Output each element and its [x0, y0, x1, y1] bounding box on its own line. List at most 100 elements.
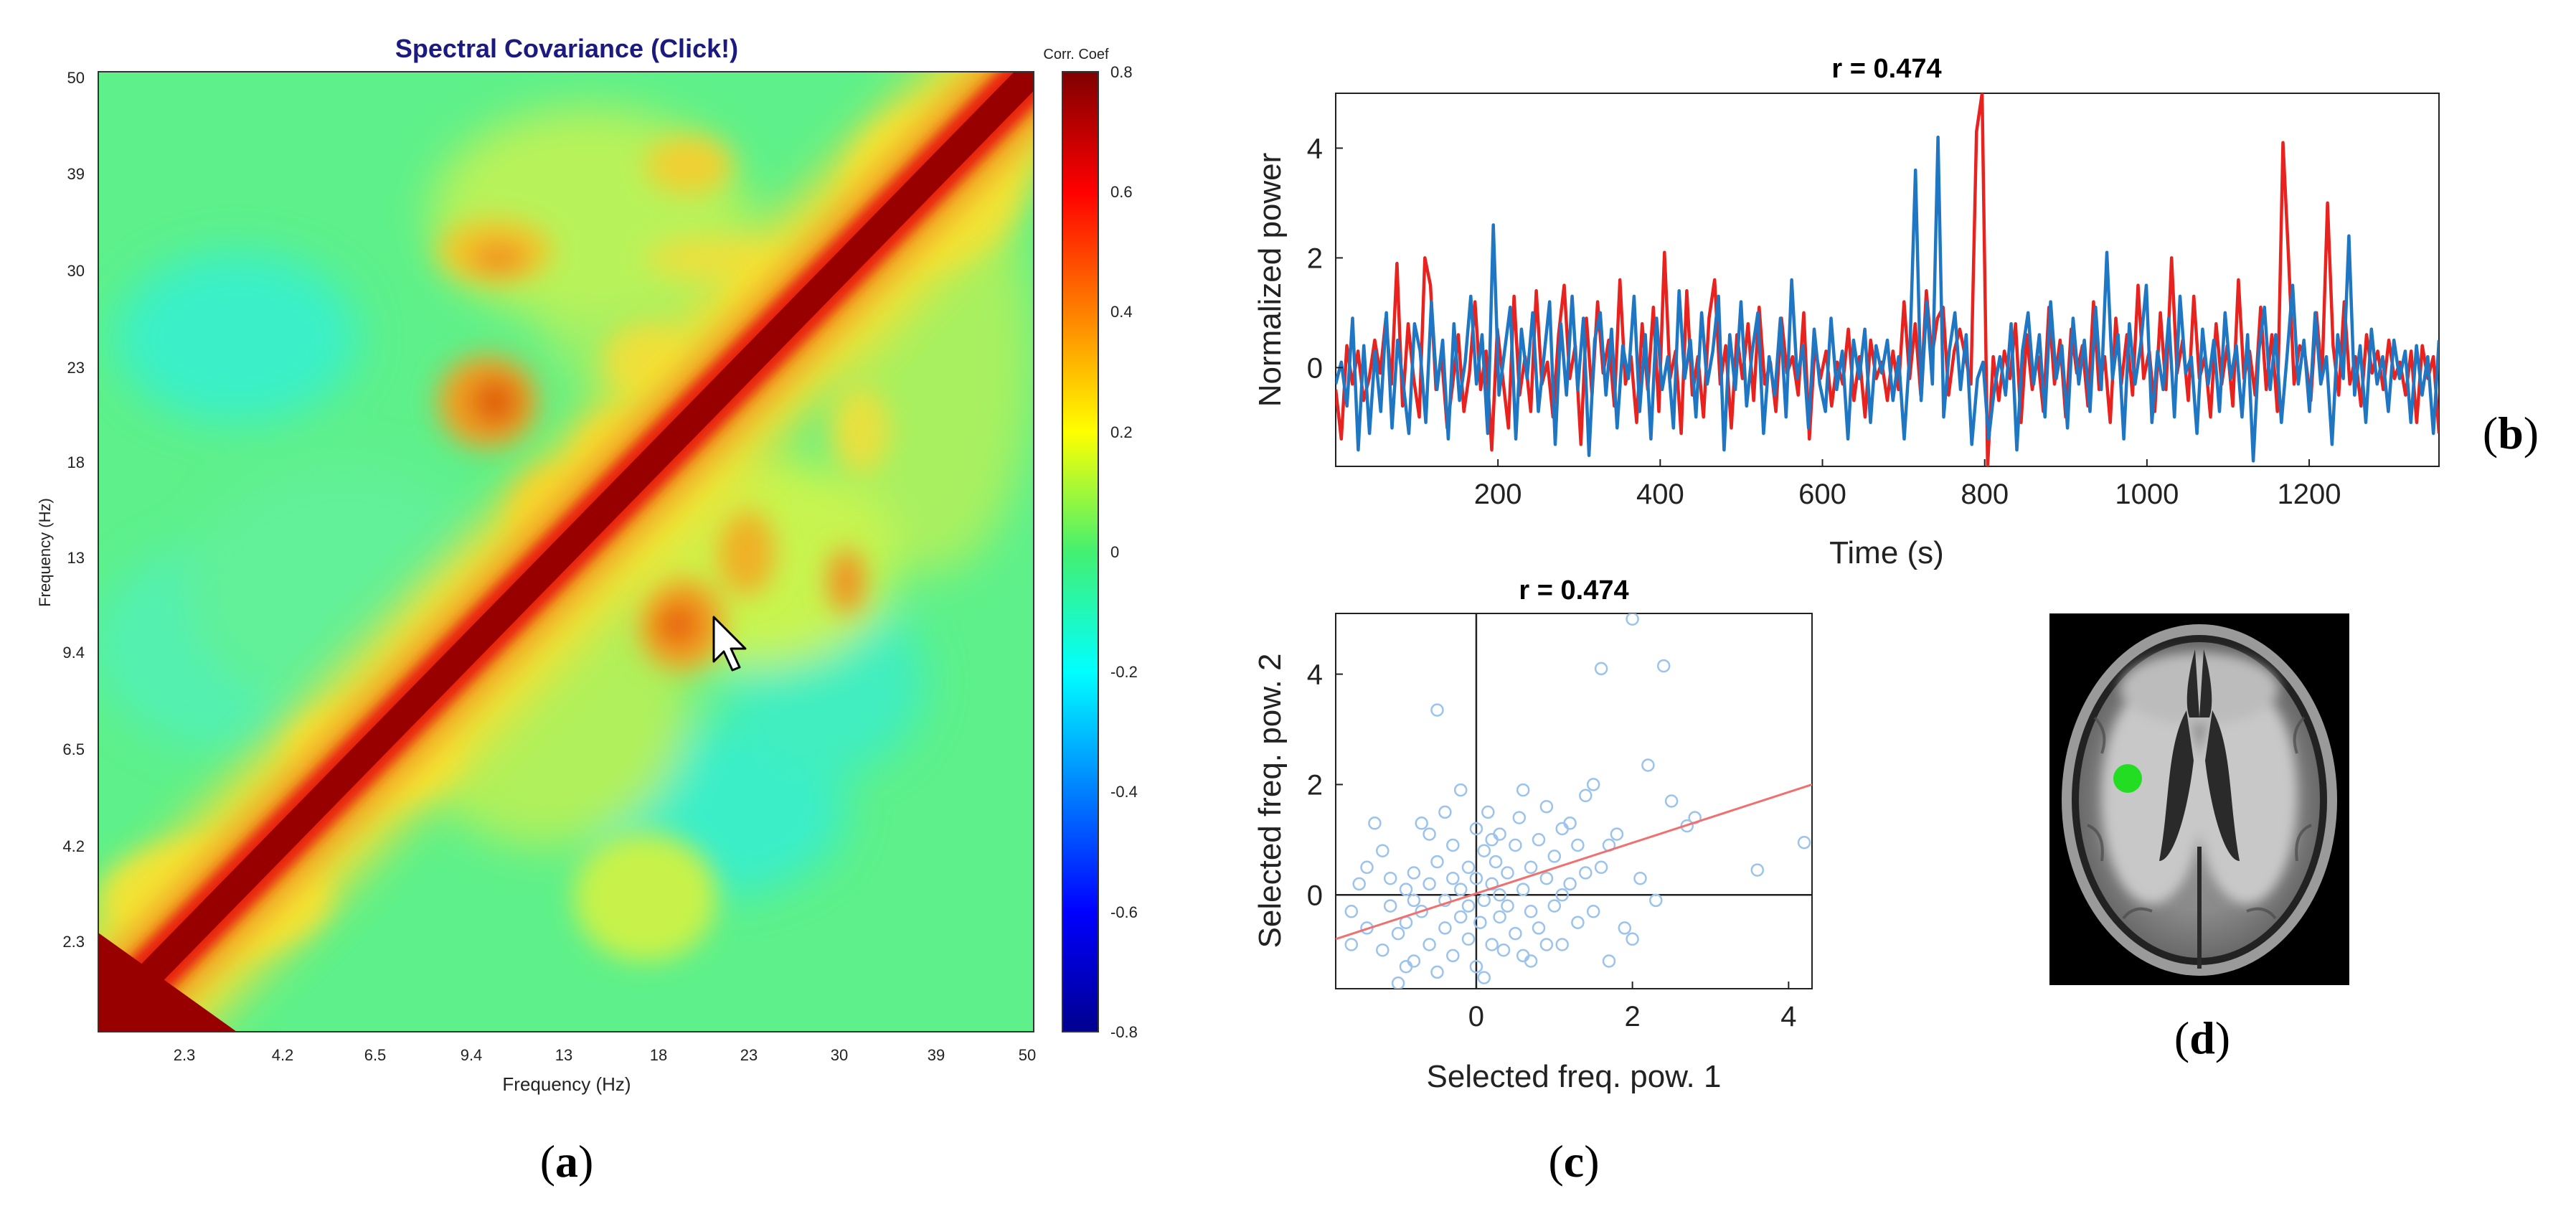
- scatter-point: [1399, 959, 1413, 974]
- heatmap-plot-area[interactable]: [72, 57, 1047, 1055]
- scatter-y-ticks: 4 2 0: [1307, 659, 1343, 911]
- colorbar-tick: 0.2: [1110, 423, 1133, 441]
- heatmap-y-tick: 30: [67, 262, 85, 280]
- scatter-point: [1477, 844, 1491, 857]
- heatmap-xlabel: Frequency (Hz): [502, 1073, 631, 1095]
- scatter-point: [1407, 893, 1421, 908]
- panel-label-d: (d): [2174, 1012, 2230, 1063]
- panel-c-open: (: [1548, 1136, 1563, 1187]
- heatmap-x-tick: 39: [928, 1046, 945, 1064]
- scatter-title: r = 0.474: [1519, 575, 1628, 606]
- scatter-point: [1532, 921, 1546, 935]
- heatmap-x-ticks: 2.3 4.2 6.5 9.4 13 18 23 30 39 50: [174, 1046, 1037, 1064]
- scatter-point: [1430, 703, 1444, 717]
- scatter-point: [1376, 844, 1390, 857]
- scatter-point: [1473, 916, 1487, 929]
- colorbar-gradient: [1062, 71, 1099, 1032]
- panel-a-letter: a: [555, 1136, 578, 1187]
- scatter-point: [1571, 838, 1585, 852]
- scatter-point: [1516, 783, 1530, 797]
- scatter-y-tick-label: 0: [1307, 880, 1323, 911]
- scatter-point: [1563, 877, 1577, 891]
- scatter-point: [1539, 871, 1554, 885]
- scatter-marks-group: [1336, 613, 1812, 989]
- panel-b-letter: b: [2498, 408, 2524, 458]
- scatter-point: [1438, 893, 1452, 908]
- heatmap-x-tick: 18: [650, 1046, 667, 1064]
- scatter-y-tick-label: 4: [1307, 659, 1323, 691]
- heatmap-y-tick: 2.3: [62, 933, 85, 951]
- heatmap-x-tick: 2.3: [174, 1046, 196, 1064]
- scatter-plot-frame: [1335, 613, 1813, 989]
- scatter-point: [1423, 877, 1436, 891]
- line-y-ticks: 4 2 0: [1307, 133, 1343, 384]
- scatter-point: [1649, 893, 1663, 908]
- colorbar-ticks: 0.8 0.6 0.4 0.2 0 -0.2 -0.4 -0.6 -0.8: [1110, 63, 1138, 1041]
- scatter-point: [1501, 899, 1514, 913]
- heatmap-x-tick: 50: [1019, 1046, 1036, 1064]
- brain-ventricles: [2159, 649, 2240, 969]
- panel-label-a: (a): [540, 1136, 594, 1187]
- heatmap-ylabel: Frequency (Hz): [36, 498, 54, 607]
- panel-c-letter: c: [1564, 1136, 1584, 1187]
- scatter-point: [1430, 965, 1444, 979]
- scatter-point: [1415, 905, 1428, 918]
- scatter-x-tick-label: 2: [1625, 1001, 1641, 1032]
- line-x-tick-label: 1200: [2278, 479, 2341, 510]
- scatter-point: [1469, 822, 1483, 836]
- scatter-point: [1547, 899, 1562, 913]
- scatter-point: [1626, 613, 1639, 626]
- panel-c-close: ): [1584, 1136, 1599, 1187]
- heatmap-y-tick: 4.2: [62, 837, 85, 855]
- line-title: r = 0.474: [1831, 54, 1941, 84]
- scatter-point: [1633, 871, 1647, 885]
- panel-b-open: (: [2483, 408, 2498, 458]
- line-y-tick-label: 0: [1307, 352, 1323, 384]
- colorbar-tick: 0: [1110, 543, 1119, 561]
- heatmap-x-tick: 13: [555, 1046, 572, 1064]
- heatmap-y-tick: 6.5: [62, 740, 85, 758]
- scatter-fit-line: [1336, 783, 1812, 941]
- scatter-point: [1563, 817, 1577, 830]
- heatmap-y-tick: 18: [67, 453, 85, 471]
- scatter-point: [1579, 866, 1593, 880]
- cursor-arrow-icon: [712, 616, 747, 672]
- scatter-point: [1360, 860, 1374, 875]
- scatter-point: [1391, 977, 1405, 989]
- scatter-y-tick-label: 2: [1307, 769, 1323, 801]
- scatter-point: [1579, 789, 1593, 803]
- scatter-x-tick-label: 0: [1468, 1001, 1484, 1032]
- scatter-point: [1446, 949, 1460, 963]
- scatter-point: [1750, 863, 1765, 877]
- scatter-point: [1423, 938, 1436, 951]
- panel-b-line-chart: r = 0.474 200 400 600 800 1000 1200 4 2 0 Time …: [1252, 54, 2539, 570]
- scatter-point: [1488, 855, 1503, 869]
- scatter-point: [1641, 758, 1655, 772]
- scatter-point: [1586, 778, 1600, 791]
- scatter-point: [1532, 833, 1546, 847]
- scatter-point: [1610, 827, 1624, 841]
- scatter-point: [1555, 938, 1569, 951]
- line-x-tick-label: 600: [1798, 479, 1846, 510]
- scatter-point: [1453, 910, 1468, 924]
- scatter-point: [1496, 943, 1511, 957]
- colorbar-tick: -0.4: [1110, 783, 1138, 801]
- scatter-point: [1493, 910, 1506, 924]
- scatter-point: [1453, 783, 1468, 797]
- scatter-point: [1509, 838, 1522, 852]
- scatter-point: [1524, 860, 1538, 875]
- heatmap-y-tick: 23: [67, 359, 85, 377]
- scatter-point: [1453, 883, 1468, 896]
- scatter-point: [1430, 855, 1444, 869]
- scatter-point: [1391, 926, 1405, 941]
- scatter-point: [1524, 905, 1538, 918]
- scatter-point: [1509, 926, 1522, 941]
- scatter-point: [1656, 659, 1671, 673]
- panel-d-open: (: [2174, 1012, 2189, 1063]
- scatter-point: [1594, 860, 1608, 875]
- scatter-point: [1524, 954, 1538, 968]
- panel-a-open: (: [540, 1136, 555, 1187]
- line-x-tick-label: 200: [1474, 479, 1522, 510]
- scatter-point: [1469, 959, 1483, 974]
